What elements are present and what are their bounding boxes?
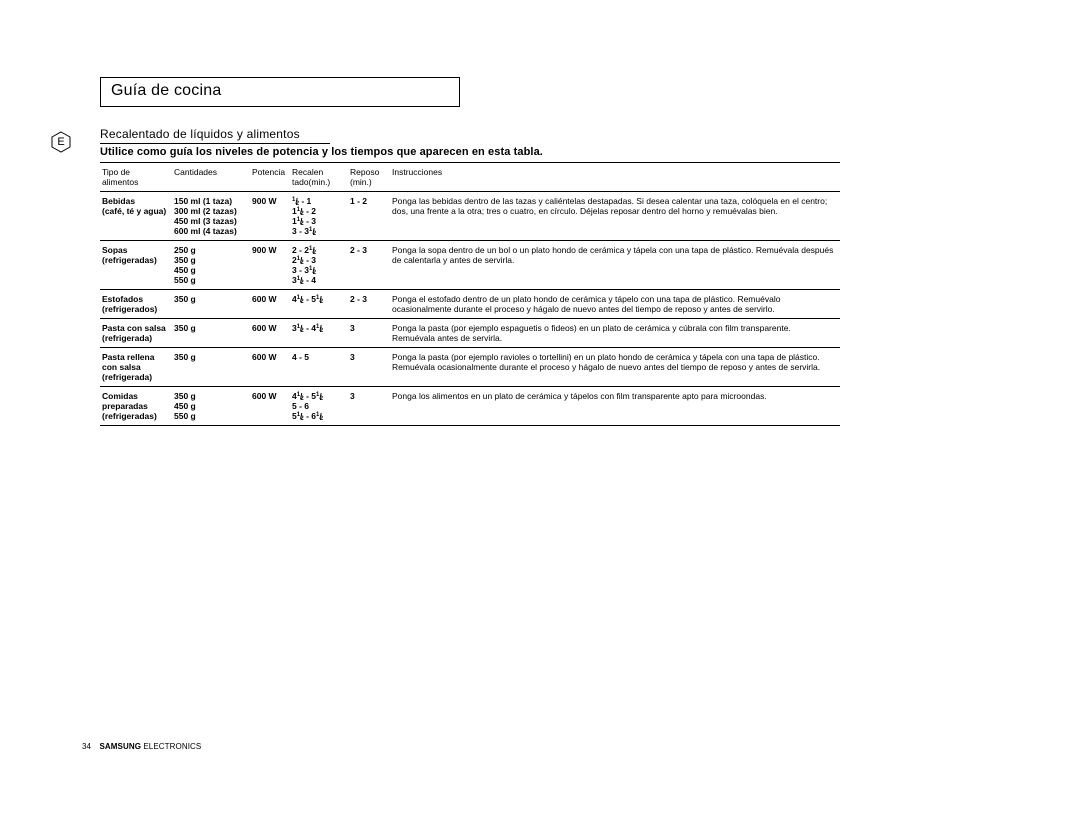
col-pot-header: Potencia bbox=[250, 163, 290, 192]
cell-food: Pasta rellena con salsa(refrigerada) bbox=[100, 348, 172, 387]
brand: SAMSUNG ELECTRONICS bbox=[99, 742, 201, 751]
table-header-row: Tipo de alimentos Cantidades Potencia Re… bbox=[100, 163, 840, 192]
cell-cant: 250 g350 g450 g550 g bbox=[172, 241, 250, 290]
intro-text: Utilice como guía los niveles de potenci… bbox=[100, 146, 840, 158]
cell-pot: 600 W bbox=[250, 387, 290, 426]
cell-pot: 600 W bbox=[250, 319, 290, 348]
language-badge: E bbox=[50, 131, 72, 153]
cell-instructions: Ponga la sopa dentro de un bol o un plat… bbox=[390, 241, 840, 290]
cell-cant: 350 g450 g550 g bbox=[172, 387, 250, 426]
cell-instructions: Ponga las bebidas dentro de las tazas y … bbox=[390, 192, 840, 241]
cell-food: Comidas preparadas(refrigeradas) bbox=[100, 387, 172, 426]
cell-rec: 4 - 5 bbox=[290, 348, 348, 387]
cell-rep: 3 bbox=[348, 348, 390, 387]
cell-rep: 3 bbox=[348, 387, 390, 426]
cell-rep: 2 - 3 bbox=[348, 290, 390, 319]
table-row: Estofados(refrigerados)350 g600 W41/2 - … bbox=[100, 290, 840, 319]
cell-cant: 350 g bbox=[172, 290, 250, 319]
cell-cant: 350 g bbox=[172, 319, 250, 348]
col-cant-header: Cantidades bbox=[172, 163, 250, 192]
section-subtitle: Recalentado de líquidos y alimentos bbox=[100, 127, 330, 144]
page-title: Guía de cocina bbox=[100, 77, 460, 107]
col-food-header: Tipo de alimentos bbox=[100, 163, 172, 192]
col-rep-header: Reposo (min.) bbox=[348, 163, 390, 192]
cell-pot: 600 W bbox=[250, 290, 290, 319]
cell-rec: 41/2 - 51/25 - 651/2 - 61/2 bbox=[290, 387, 348, 426]
cell-rep: 2 - 3 bbox=[348, 241, 390, 290]
cell-instructions: Ponga la pasta (por ejemplo ravioles o t… bbox=[390, 348, 840, 387]
table-row: Pasta rellena con salsa(refrigerada)350 … bbox=[100, 348, 840, 387]
cell-pot: 600 W bbox=[250, 348, 290, 387]
cell-rec: 41/2 - 51/2 bbox=[290, 290, 348, 319]
brand-samsung: SAMSUNG bbox=[99, 742, 141, 751]
page-footer: 34 SAMSUNG ELECTRONICS bbox=[82, 742, 201, 751]
cell-rep: 3 bbox=[348, 319, 390, 348]
cell-pot: 900 W bbox=[250, 241, 290, 290]
cell-cant: 350 g bbox=[172, 348, 250, 387]
col-rec-header: Recalen tado(min.) bbox=[290, 163, 348, 192]
cell-food: Sopas(refrigeradas) bbox=[100, 241, 172, 290]
table-row: Pasta con salsa(refrigerada)350 g600 W31… bbox=[100, 319, 840, 348]
cell-cant: 150 ml (1 taza)300 ml (2 tazas)450 ml (3… bbox=[172, 192, 250, 241]
cell-rec: 31/2 - 41/2 bbox=[290, 319, 348, 348]
language-badge-text: E bbox=[57, 136, 64, 148]
cell-food: Bebidas(café, té y agua) bbox=[100, 192, 172, 241]
col-ins-header: Instrucciones bbox=[390, 163, 840, 192]
cell-rec: 1/2 - 111/2 - 211/2 - 33 - 31/2 bbox=[290, 192, 348, 241]
cell-food: Estofados(refrigerados) bbox=[100, 290, 172, 319]
cell-rep: 1 - 2 bbox=[348, 192, 390, 241]
reheating-table: Tipo de alimentos Cantidades Potencia Re… bbox=[100, 162, 840, 426]
cell-instructions: Ponga los alimentos en un plato de cerám… bbox=[390, 387, 840, 426]
cell-instructions: Ponga el estofado dentro de un plato hon… bbox=[390, 290, 840, 319]
table-row: Comidas preparadas(refrigeradas)350 g450… bbox=[100, 387, 840, 426]
cell-food: Pasta con salsa(refrigerada) bbox=[100, 319, 172, 348]
brand-electronics: ELECTRONICS bbox=[143, 742, 201, 751]
table-row: Sopas(refrigeradas)250 g350 g450 g550 g9… bbox=[100, 241, 840, 290]
cell-rec: 2 - 21/221/2 - 33 - 31/231/2 - 4 bbox=[290, 241, 348, 290]
cell-pot: 900 W bbox=[250, 192, 290, 241]
cell-instructions: Ponga la pasta (por ejemplo espaguetis o… bbox=[390, 319, 840, 348]
table-row: Bebidas(café, té y agua)150 ml (1 taza)3… bbox=[100, 192, 840, 241]
page-number: 34 bbox=[82, 742, 91, 751]
